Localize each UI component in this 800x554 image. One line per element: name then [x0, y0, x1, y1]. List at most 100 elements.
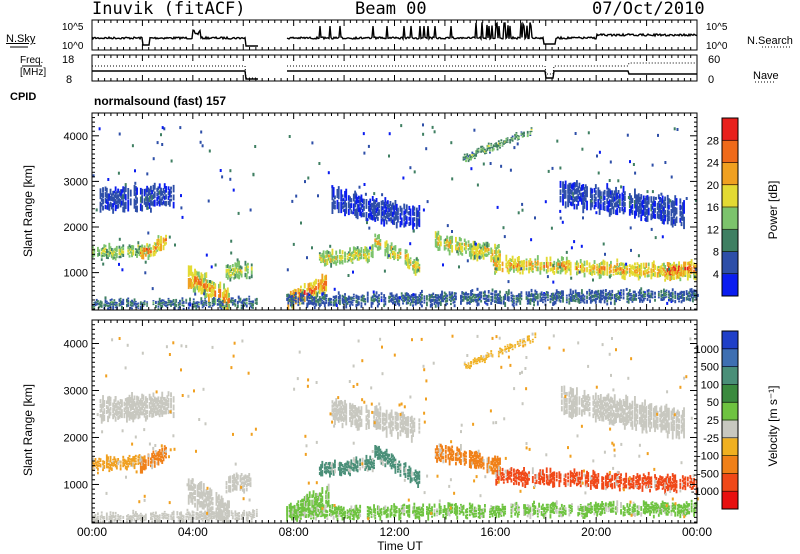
data-cell [146, 201, 149, 210]
data-cell [516, 298, 519, 301]
data-cell [694, 264, 697, 268]
data-cell [332, 295, 335, 299]
data-cell [346, 255, 349, 258]
data-cell [327, 257, 330, 261]
data-cell [194, 502, 196, 508]
data-cell [379, 423, 382, 430]
data-cell [414, 299, 417, 306]
data-cell [109, 396, 112, 401]
data-cell [163, 190, 166, 195]
data-cell [573, 196, 576, 203]
data-cell [640, 194, 643, 200]
data-cell [398, 248, 401, 254]
data-cell [131, 299, 133, 302]
data-cell [129, 248, 132, 251]
data-cell [418, 418, 421, 422]
data-cell [118, 401, 121, 406]
data-cell [538, 481, 541, 485]
data-cell [239, 297, 242, 299]
data-cell [606, 407, 609, 413]
data-cell [484, 148, 486, 151]
data-cell [552, 481, 554, 488]
echo-point [412, 293, 415, 297]
data-cell [132, 305, 135, 307]
data-cell [592, 400, 595, 406]
data-cell [529, 298, 532, 301]
data-cell [113, 456, 116, 461]
data-cell [450, 293, 452, 296]
data-cell [291, 300, 293, 307]
data-cell [497, 253, 500, 258]
data-cell [597, 289, 600, 293]
data-cell [523, 134, 525, 137]
data-cell [157, 402, 160, 409]
data-cell [466, 153, 469, 157]
echo-point [412, 229, 415, 233]
data-cell [581, 398, 583, 407]
echo-point [387, 254, 390, 258]
echo-point [163, 127, 166, 131]
data-cell [645, 477, 648, 481]
data-cell [519, 340, 522, 343]
data-cell [589, 480, 592, 485]
data-cell [378, 445, 380, 452]
data-cell [568, 397, 571, 404]
data-cell [555, 267, 558, 274]
data-cell [576, 271, 578, 276]
data-cell [569, 411, 572, 418]
data-cell [233, 276, 236, 280]
data-cell [395, 298, 398, 303]
data-cell [579, 484, 582, 488]
data-cell [645, 269, 648, 274]
data-cell [587, 483, 590, 487]
data-cell [510, 346, 513, 348]
data-cell [93, 248, 96, 253]
data-cell [573, 300, 576, 302]
data-cell [131, 462, 133, 467]
data-cell [318, 466, 321, 471]
data-cell [586, 401, 588, 406]
data-cell [516, 267, 519, 273]
data-cell [225, 503, 228, 513]
data-cell [592, 407, 595, 412]
data-cell [473, 245, 476, 251]
data-cell [461, 242, 464, 246]
data-cell [356, 257, 359, 261]
data-cell [605, 479, 607, 483]
data-cell [129, 461, 132, 463]
data-cell [113, 301, 116, 304]
data-cell [208, 294, 210, 303]
data-cell [136, 406, 138, 411]
data-cell [511, 263, 514, 269]
data-cell [671, 273, 674, 276]
echo-point [161, 143, 164, 146]
echo-point [637, 254, 640, 258]
data-cell [105, 193, 108, 199]
data-cell [586, 406, 588, 411]
data-cell [220, 304, 223, 307]
data-cell [405, 216, 408, 225]
data-cell [521, 135, 524, 138]
data-cell [539, 266, 542, 271]
data-cell [694, 271, 697, 276]
data-cell [564, 409, 567, 415]
data-cell [336, 404, 339, 409]
data-cell [369, 466, 372, 471]
data-cell [225, 301, 228, 310]
data-cell [618, 271, 621, 276]
data-cell [618, 299, 621, 301]
data-cell [671, 481, 674, 485]
data-cell [376, 408, 379, 418]
echo-point [695, 198, 697, 202]
data-cell [220, 307, 223, 310]
data-cell [520, 133, 523, 135]
data-cell [325, 297, 328, 300]
data-cell [383, 298, 386, 303]
data-cell [141, 195, 144, 204]
data-cell [594, 409, 597, 415]
data-cell [559, 476, 562, 480]
data-cell [608, 478, 611, 483]
data-cell [471, 461, 474, 466]
data-cell [409, 302, 412, 306]
data-cell [569, 396, 572, 403]
